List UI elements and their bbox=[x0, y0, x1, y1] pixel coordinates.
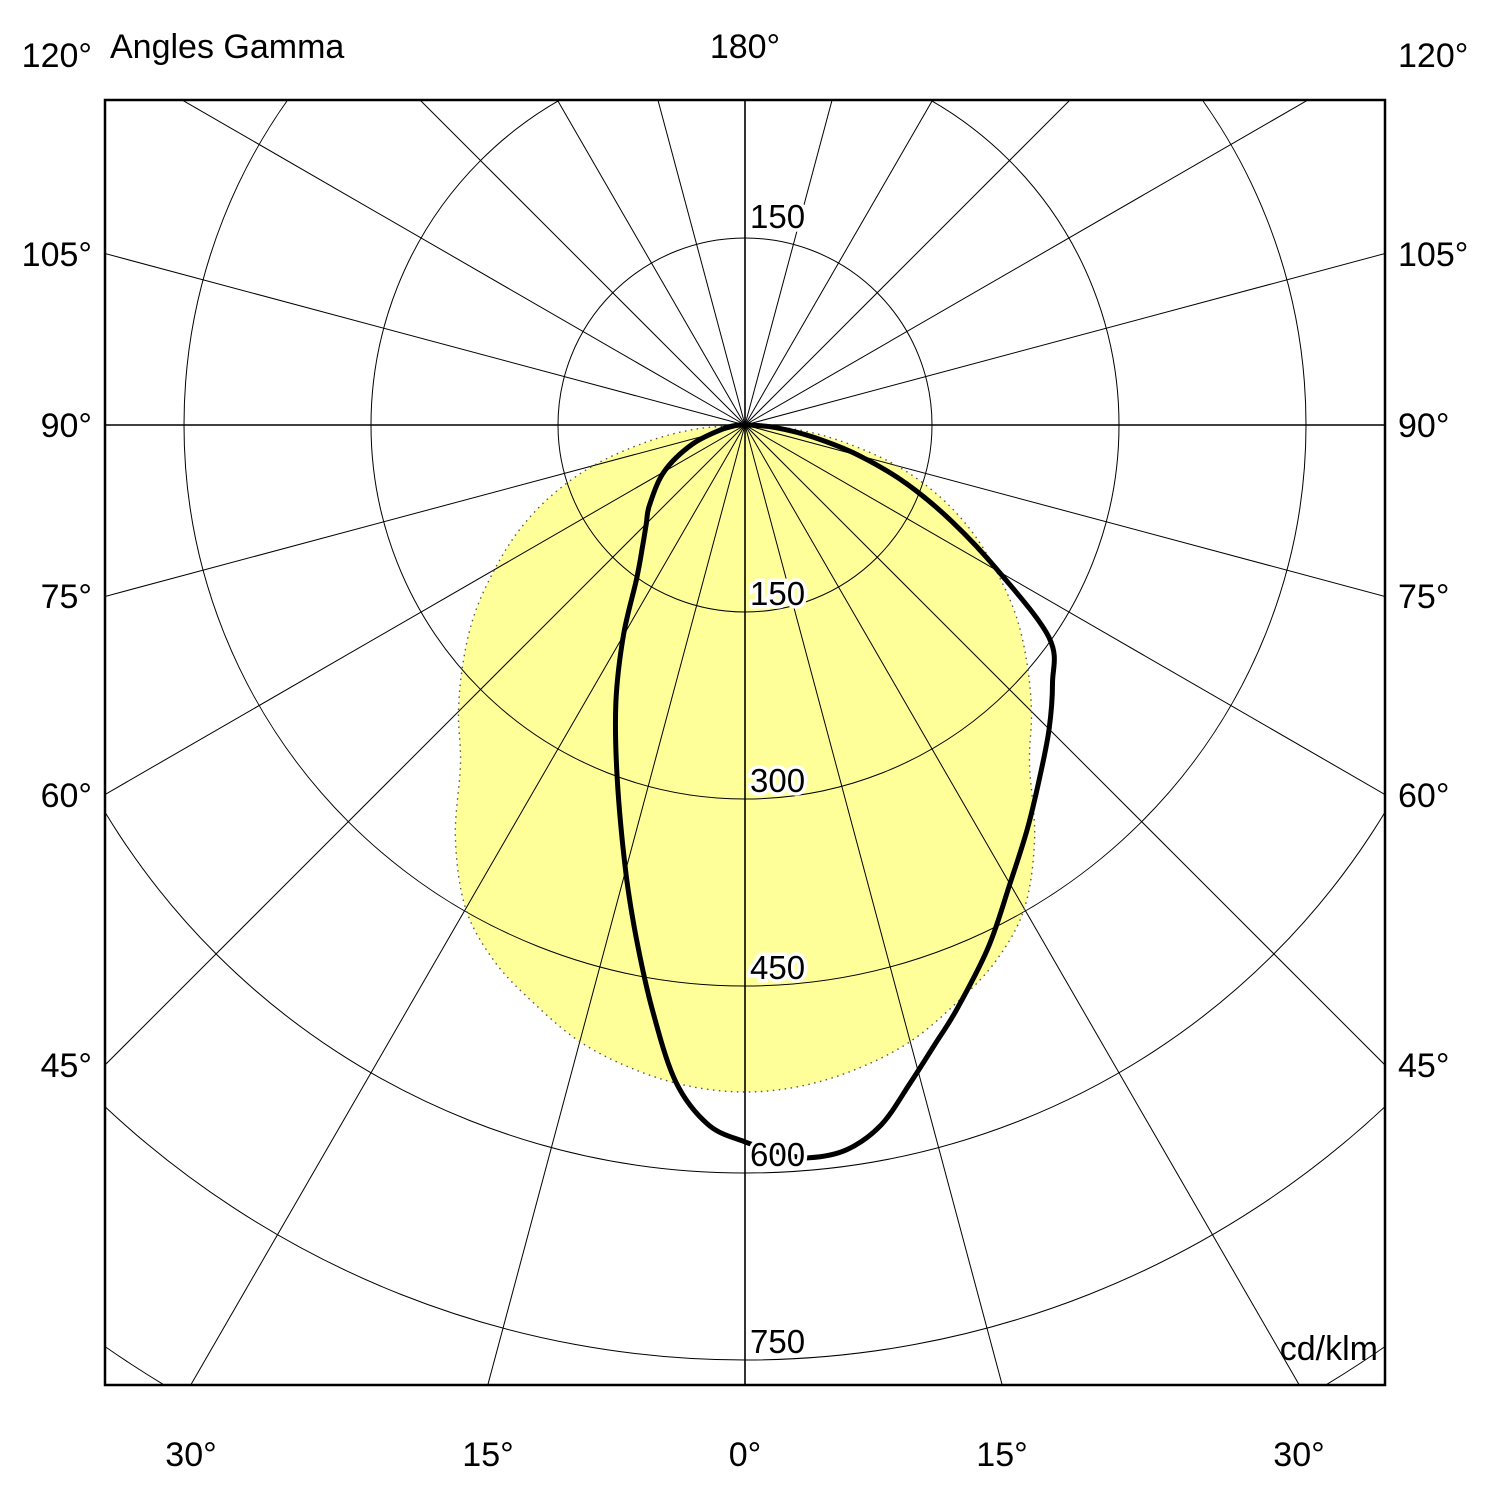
radial-label-750: 750 bbox=[750, 1323, 805, 1360]
angle-label-right-105: 105° bbox=[1398, 236, 1468, 274]
grid-spoke-30 bbox=[744, 424, 1300, 1385]
grid-spoke-120 bbox=[744, 100, 1309, 426]
angle-label-left-90: 90° bbox=[41, 407, 92, 445]
grid-spoke-240 bbox=[181, 100, 746, 426]
radial-label-300: 300 bbox=[750, 762, 805, 799]
angle-label-bottom-2: 0° bbox=[729, 1436, 762, 1474]
grid-spoke-345 bbox=[487, 424, 746, 1385]
radial-tick-labels: 150 150 300 450 600 750 bbox=[747, 194, 809, 1363]
solid-plane-curve bbox=[612, 422, 1057, 1161]
angle-label-right-60: 60° bbox=[1398, 777, 1449, 815]
grid-spoke-315 bbox=[105, 424, 746, 1066]
radial-label-150: 150 bbox=[750, 575, 805, 612]
angle-labels: 45° 45° 60° 60° 75° 75° 90° 90° 105° 105° 120° 120°… bbox=[22, 37, 1469, 1474]
angle-label-left-60: 60° bbox=[41, 777, 92, 815]
radial-label-600: 600 bbox=[750, 1136, 805, 1173]
grid-spoke-135 bbox=[744, 100, 1071, 426]
grid-spoke-60 bbox=[744, 424, 1385, 796]
grid-spoke-255 bbox=[105, 253, 746, 426]
unit-label: cd/klm bbox=[1280, 1330, 1378, 1368]
angle-label-right-45: 45° bbox=[1398, 1047, 1449, 1085]
angle-label-left-105: 105° bbox=[22, 236, 92, 274]
grid-spoke-285 bbox=[105, 424, 746, 597]
grid-spoke-45 bbox=[744, 424, 1385, 1066]
grid-spoke-15 bbox=[744, 424, 1003, 1385]
angle-label-right-90: 90° bbox=[1398, 407, 1449, 445]
angle-label-right-120: 120° bbox=[1398, 37, 1468, 75]
radial-label-150-above: 150 bbox=[750, 198, 805, 235]
angle-label-bottom-3: 15° bbox=[976, 1436, 1027, 1474]
angle-label-right-75: 75° bbox=[1398, 578, 1449, 616]
grid-spoke-150 bbox=[744, 100, 934, 426]
intensity-curves bbox=[454, 422, 1057, 1161]
grid-spoke-165 bbox=[744, 100, 833, 426]
angle-label-left-120: 120° bbox=[22, 37, 92, 75]
angle-label-left-45: 45° bbox=[41, 1047, 92, 1085]
angle-label-bottom-0: 30° bbox=[165, 1436, 216, 1474]
chart-title: Angles Gamma bbox=[110, 28, 344, 66]
grid-spoke-300 bbox=[105, 424, 746, 796]
grid-spoke-105 bbox=[744, 253, 1385, 426]
radial-label-450: 450 bbox=[750, 949, 805, 986]
grid-spoke-225 bbox=[419, 100, 746, 426]
angle-label-bottom-4: 30° bbox=[1273, 1436, 1324, 1474]
top-angle-label: 180° bbox=[710, 28, 780, 66]
grid-spoke-210 bbox=[556, 100, 746, 426]
grid-spoke-75 bbox=[744, 424, 1385, 597]
angle-label-left-75: 75° bbox=[41, 578, 92, 616]
angle-label-bottom-1: 15° bbox=[462, 1436, 513, 1474]
grid-spoke-195 bbox=[657, 100, 746, 426]
